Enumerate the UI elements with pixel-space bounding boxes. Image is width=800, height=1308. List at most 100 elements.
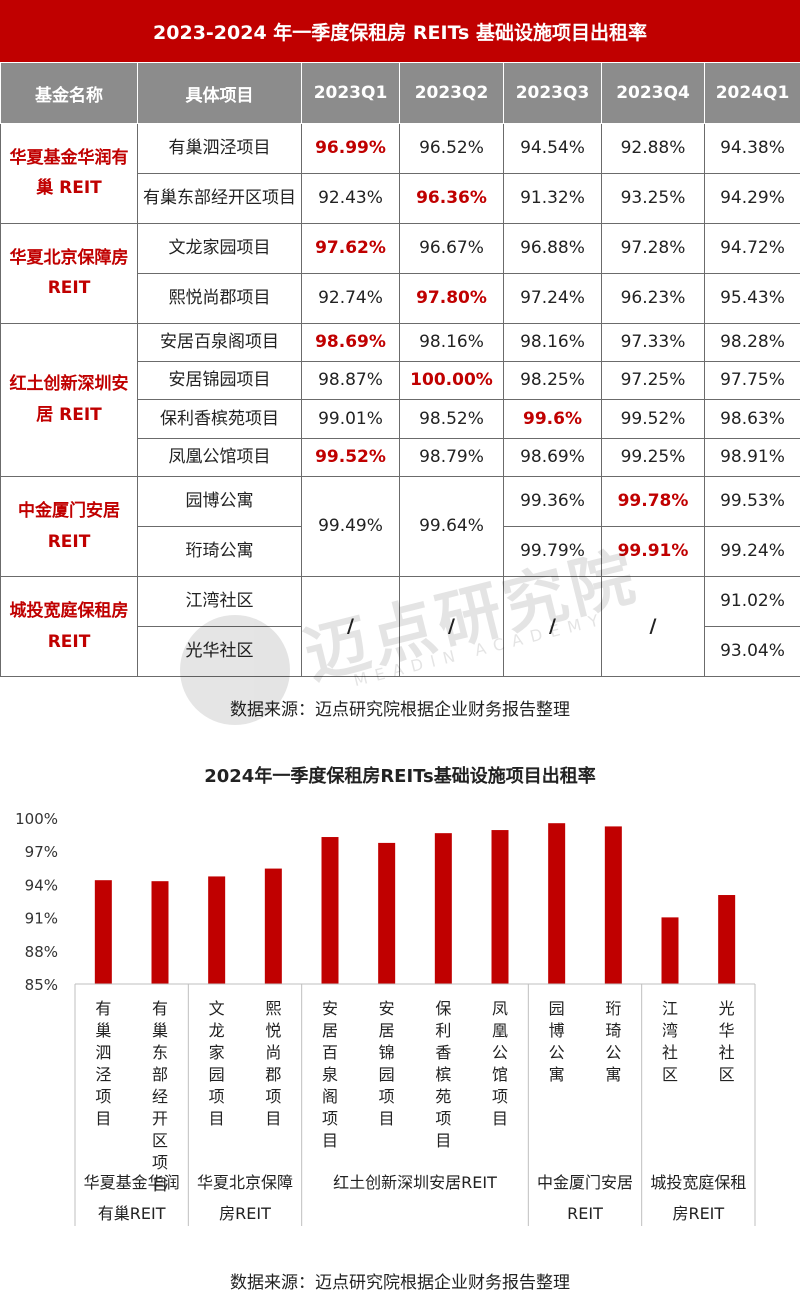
rate-cell: 99.79%: [503, 526, 602, 578]
rate-cell: 98.25%: [503, 361, 602, 401]
bar: [151, 881, 169, 984]
bar: [264, 868, 282, 984]
project-name: 安居锦园项目: [137, 361, 302, 401]
rate-cell: 98.63%: [704, 399, 800, 439]
table-row: 红土创新深圳安居 REIT 安居百泉阁项目 98.69% 98.16% 98.1…: [0, 322, 800, 478]
y-tick-label: 94%: [25, 876, 58, 894]
group-labels: 华夏基金华润有巢REIT 华夏北京保障房REIT 红土创新深圳安居REIT 中金厦门安…: [84, 1173, 747, 1223]
bar: [94, 880, 112, 984]
rate-cell: 94.38%: [704, 123, 800, 174]
rate-cell: 92.88%: [601, 123, 705, 174]
bar: [208, 876, 226, 984]
rate-cell: 94.54%: [503, 123, 602, 174]
occupancy-bar-chart: 85% 88% 91% 94% 97% 100% 有巢泗泾项目 有巢东部经开区项目 文龙家园项…: [15, 810, 756, 1226]
category-label: 有巢泗泾项目: [95, 999, 111, 1128]
group-label: 中金厦门安居 REIT: [537, 1173, 633, 1223]
header-cell: 具体项目: [137, 62, 302, 124]
rate-cell: 97.33%: [601, 322, 705, 363]
rate-cell: 98.16%: [399, 322, 504, 363]
category-label: 保利香槟苑项目: [435, 999, 451, 1150]
bar-series: [94, 823, 736, 984]
y-tick-label: 85%: [25, 976, 58, 994]
project-name: 保利香槟苑项目: [137, 399, 302, 439]
rate-cell: 99.78%: [601, 476, 705, 528]
category-label: 安居锦园项目: [379, 999, 395, 1128]
bar: [434, 833, 452, 984]
y-axis-labels: 85% 88% 91% 94% 97% 100%: [15, 810, 58, 994]
y-tick-label: 88%: [25, 943, 58, 961]
category-label: 安居百泉阁项目: [322, 999, 338, 1150]
table-row: 城投宽庭保租房 REIT 江湾社区 / / / / 91.02%: [0, 576, 800, 677]
rate-cell: 94.72%: [704, 222, 800, 274]
y-tick-label: 100%: [15, 810, 58, 828]
rate-cell: 99.53%: [704, 476, 800, 528]
header-cell: 2023Q1: [301, 62, 400, 124]
rate-cell: 99.24%: [704, 526, 800, 578]
table-row: 华夏北京保障房 REIT 文龙家园项目 97.62% 96.67% 96.88%…: [0, 222, 800, 324]
rate-cell: 94.29%: [704, 172, 800, 224]
project-name: 有巢东部经开区项目: [137, 172, 302, 224]
rate-cell: 99.25%: [601, 437, 705, 478]
rate-cell: 93.25%: [601, 172, 705, 224]
table-row: 光华社区 93.04%: [1, 626, 800, 677]
rate-cell: 92.43%: [301, 172, 400, 224]
project-name: 江湾社区: [137, 576, 302, 628]
table-title: 2023-2024 年一季度保租房 REITs 基础设施项目出租率: [0, 0, 800, 62]
fund-name: 红土创新深圳安居 REIT: [0, 322, 138, 478]
y-tick-label: 97%: [25, 843, 58, 861]
fund-name: 华夏北京保障房 REIT: [0, 222, 138, 324]
rate-cell: 98.69%: [301, 322, 400, 363]
rate-cell: 96.99%: [301, 123, 400, 174]
group-label: 华夏北京保障房REIT: [197, 1173, 293, 1223]
table-row: 珩琦公寓 99.79% 99.91% 99.24%: [1, 526, 800, 578]
rate-cell: 97.25%: [601, 361, 705, 401]
bar: [548, 823, 566, 984]
category-label: 有巢东部经开区项目: [152, 999, 168, 1194]
bar: [491, 830, 509, 984]
table-row: 凤凰公馆项目 99.52% 98.79% 98.69% 99.25% 98.91…: [1, 437, 800, 478]
fund-name: 中金厦门安居 REIT: [0, 476, 138, 578]
rate-cell: 92.74%: [301, 272, 400, 324]
rate-cell: 99.52%: [301, 437, 400, 478]
rate-cell-merged: 99.49%: [301, 476, 400, 578]
category-label: 光华社区: [719, 999, 735, 1084]
table-row: 华夏基金华润有巢 REIT 有巢泗泾项目 96.99% 96.52% 94.54…: [0, 123, 800, 224]
y-tick-label: 91%: [25, 910, 58, 928]
category-labels: 有巢泗泾项目 有巢东部经开区项目 文龙家园项目 熙悦尚郡项目 安居百泉阁项目 安居锦园项目…: [95, 999, 734, 1194]
rate-cell: 98.91%: [704, 437, 800, 478]
rate-cell-merged: 99.64%: [399, 476, 504, 578]
rate-cell: 99.36%: [503, 476, 602, 528]
no-data-slash: /: [601, 576, 705, 677]
bar: [604, 826, 622, 984]
rate-cell: 99.91%: [601, 526, 705, 578]
project-name: 珩琦公寓: [137, 526, 302, 578]
group-label: 华夏基金华润有巢REIT: [84, 1173, 180, 1223]
bar: [661, 917, 679, 984]
project-name: 文龙家园项目: [137, 222, 302, 274]
category-label: 凤凰公馆项目: [492, 999, 508, 1128]
project-name: 有巢泗泾项目: [137, 123, 302, 174]
rate-cell: 95.43%: [704, 272, 800, 324]
rate-cell: 98.87%: [301, 361, 400, 401]
table-row: 中金厦门安居 REIT 园博公寓 99.49% 99.64% 99.36% 99…: [0, 476, 800, 578]
rate-cell: 97.24%: [503, 272, 602, 324]
header-cell: 2023Q3: [503, 62, 602, 124]
no-data-slash: /: [399, 576, 504, 677]
no-data-slash: /: [503, 576, 602, 677]
category-label: 珩琦公寓: [605, 999, 621, 1084]
bar: [321, 837, 339, 984]
group-label: 红土创新深圳安居REIT: [333, 1173, 497, 1192]
group-label: 城投宽庭保租房REIT: [650, 1173, 746, 1223]
rate-cell: 100.00%: [399, 361, 504, 401]
header-cell: 2024Q1: [704, 62, 800, 124]
chart-title: 2024年一季度保租房REITs基础设施项目出租率: [204, 766, 596, 787]
no-data-slash: /: [301, 576, 400, 677]
rate-cell: 96.67%: [399, 222, 504, 274]
header-cell: 2023Q2: [399, 62, 504, 124]
chart-source-note: 数据来源：迈点研究院根据企业财务报告整理: [230, 1273, 570, 1293]
rate-cell: 97.28%: [601, 222, 705, 274]
rate-cell: 96.88%: [503, 222, 602, 274]
rate-cell: 91.02%: [704, 576, 800, 628]
category-label: 江湾社区: [662, 999, 678, 1084]
occupancy-table: 基金名称 具体项目 2023Q1 2023Q2 2023Q3 2023Q4 20…: [0, 62, 800, 677]
